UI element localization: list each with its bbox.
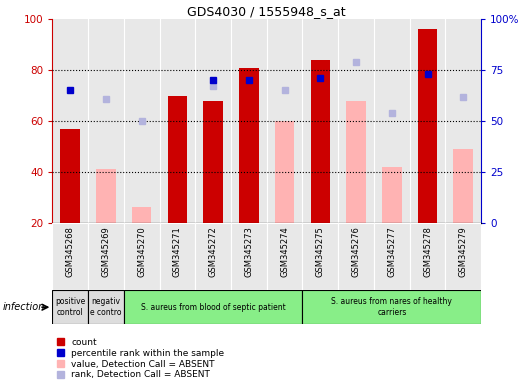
FancyBboxPatch shape — [88, 223, 124, 290]
Bar — [446, 19, 481, 223]
Bar — [96, 169, 116, 223]
Bar — [231, 19, 267, 223]
Bar — [453, 149, 473, 223]
Bar — [418, 30, 437, 223]
FancyBboxPatch shape — [88, 290, 124, 324]
Bar — [195, 19, 231, 223]
Bar — [267, 19, 302, 223]
Text: S. aureus from nares of healthy
carriers: S. aureus from nares of healthy carriers — [332, 298, 452, 317]
Bar — [88, 19, 124, 223]
Text: infection: infection — [3, 302, 45, 312]
Text: GSM345275: GSM345275 — [316, 226, 325, 277]
Bar — [302, 19, 338, 223]
Bar — [132, 207, 152, 223]
FancyBboxPatch shape — [52, 223, 88, 290]
Title: GDS4030 / 1555948_s_at: GDS4030 / 1555948_s_at — [187, 5, 346, 18]
FancyBboxPatch shape — [52, 290, 88, 324]
Text: GSM345273: GSM345273 — [244, 226, 253, 277]
FancyBboxPatch shape — [374, 223, 410, 290]
FancyBboxPatch shape — [195, 223, 231, 290]
FancyBboxPatch shape — [302, 290, 481, 324]
Text: S. aureus from blood of septic patient: S. aureus from blood of septic patient — [141, 303, 286, 312]
Bar — [124, 19, 160, 223]
Bar — [52, 19, 88, 223]
Bar — [60, 129, 80, 223]
Bar — [382, 167, 402, 223]
FancyBboxPatch shape — [124, 223, 160, 290]
FancyBboxPatch shape — [410, 223, 446, 290]
FancyBboxPatch shape — [446, 223, 481, 290]
Text: negativ
e contro: negativ e contro — [90, 298, 122, 317]
FancyBboxPatch shape — [302, 223, 338, 290]
FancyBboxPatch shape — [124, 290, 302, 324]
Bar — [374, 19, 410, 223]
Bar — [239, 68, 259, 223]
Bar — [410, 19, 446, 223]
Text: GSM345271: GSM345271 — [173, 226, 182, 277]
Text: positive
control: positive control — [55, 298, 85, 317]
Bar — [167, 96, 187, 223]
Text: GSM345268: GSM345268 — [66, 226, 75, 277]
FancyBboxPatch shape — [267, 223, 302, 290]
Bar — [203, 101, 223, 223]
FancyBboxPatch shape — [231, 223, 267, 290]
Bar — [338, 19, 374, 223]
Legend: count, percentile rank within the sample, value, Detection Call = ABSENT, rank, : count, percentile rank within the sample… — [57, 338, 224, 379]
FancyBboxPatch shape — [338, 223, 374, 290]
Bar — [160, 19, 195, 223]
Text: GSM345276: GSM345276 — [351, 226, 360, 277]
Text: GSM345277: GSM345277 — [388, 226, 396, 277]
Bar — [346, 101, 366, 223]
Text: GSM345272: GSM345272 — [209, 226, 218, 277]
FancyBboxPatch shape — [160, 223, 195, 290]
Text: GSM345278: GSM345278 — [423, 226, 432, 277]
Text: GSM345269: GSM345269 — [101, 226, 110, 277]
Text: GSM345274: GSM345274 — [280, 226, 289, 277]
Text: GSM345270: GSM345270 — [137, 226, 146, 277]
Bar — [311, 60, 330, 223]
Text: GSM345279: GSM345279 — [459, 226, 468, 277]
Bar — [275, 121, 294, 223]
